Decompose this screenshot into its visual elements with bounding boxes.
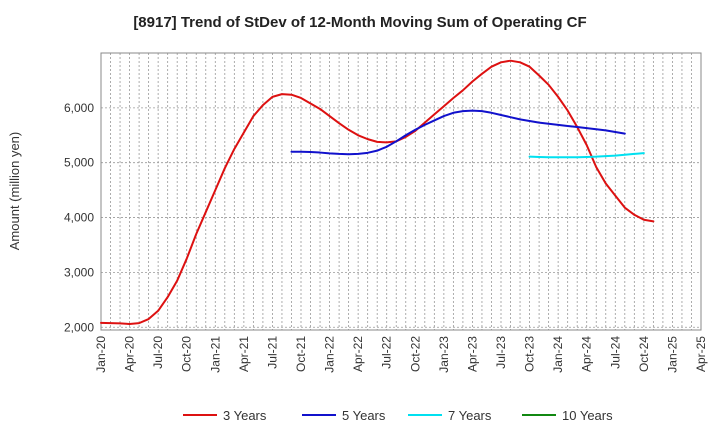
x-tick-label: Jul-22 (380, 336, 394, 369)
x-tick-label: Jan-23 (437, 336, 451, 373)
x-tick-label: Jan-20 (94, 336, 108, 373)
legend-label: 3 Years (223, 408, 267, 423)
legend-item: 10 Years (522, 408, 613, 423)
y-axis-label: Amount (million yen) (7, 132, 22, 251)
x-tick-label: Jul-20 (151, 336, 165, 369)
x-tick-label: Jul-24 (608, 336, 622, 369)
y-tick-label: 4,000 (64, 211, 94, 225)
x-tick-label: Oct-24 (637, 336, 651, 372)
legend-label: 5 Years (342, 408, 386, 423)
series-line-7-years (528, 152, 645, 159)
x-tick-label: Oct-21 (294, 336, 308, 372)
legend-item: 7 Years (408, 408, 492, 423)
legend-label: 10 Years (562, 408, 613, 423)
grid (101, 53, 701, 330)
y-axis-ticks: 2,000 3,000 4,000 5,000 6,000 (64, 101, 94, 334)
x-tick-label: Apr-23 (465, 336, 479, 372)
x-tick-label: Jan-21 (208, 336, 222, 373)
x-tick-label: Oct-23 (523, 336, 537, 372)
y-tick-label: 2,000 (64, 320, 94, 334)
legend-item: 3 Years (183, 408, 267, 423)
x-axis-ticks: Jan-20 Apr-20 Jul-20 Oct-20 Jan-21 Apr-21 Jul-… (94, 336, 708, 373)
x-tick-label: Jul-21 (265, 336, 279, 369)
legend-item: 5 Years (302, 408, 386, 423)
x-tick-label: Apr-22 (351, 336, 365, 372)
x-tick-label: Jan-24 (551, 336, 565, 373)
x-tick-label: Apr-25 (694, 336, 708, 372)
plot-frame (100, 52, 702, 331)
legend-label: 7 Years (448, 408, 492, 423)
x-tick-label: Apr-21 (237, 336, 251, 372)
y-tick-label: 3,000 (64, 265, 94, 279)
x-tick-label: Apr-24 (580, 336, 594, 372)
x-tick-label: Jan-25 (665, 336, 679, 373)
x-tick-label: Jul-23 (494, 336, 508, 369)
chart-title: [8917] Trend of StDev of 12-Month Moving… (133, 14, 587, 31)
series-line-3-years (100, 59, 655, 325)
y-tick-label: 5,000 (64, 156, 94, 170)
x-tick-label: Oct-22 (408, 336, 422, 372)
series-line-5-years (290, 109, 626, 156)
y-tick-label: 6,000 (64, 101, 94, 115)
x-tick-label: Oct-20 (180, 336, 194, 372)
legend: 3 Years 5 Years 7 Years 10 Years (183, 408, 613, 423)
x-tick-label: Jan-22 (323, 336, 337, 373)
series-layer (100, 59, 655, 325)
x-tick-label: Apr-20 (123, 336, 137, 372)
